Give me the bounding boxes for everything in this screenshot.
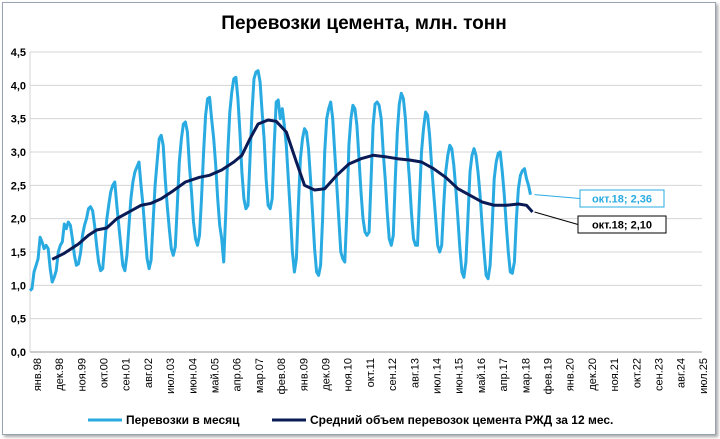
x-tick-label: ноя.21 <box>609 358 621 391</box>
plot-area <box>28 69 534 292</box>
series-average-line <box>51 118 534 261</box>
y-tick-label: 1,5 <box>11 247 26 259</box>
x-axis: янв.98 дек.98 ноя.99 окт.00 сен.01 авг.02 июл.… <box>30 351 710 394</box>
x-tick-label: июн.04 <box>187 358 199 394</box>
x-tick-label: май.05 <box>210 358 222 393</box>
x-tick-label: сен.12 <box>387 358 399 391</box>
x-tick-label: сен.01 <box>121 358 133 391</box>
x-tick-label: дек.98 <box>54 358 66 391</box>
x-tick-label: окт.11 <box>365 358 377 387</box>
callout-box <box>577 215 667 234</box>
x-tick-label: авг.02 <box>143 358 155 388</box>
x-tick-label: янв.98 <box>32 358 44 391</box>
x-tick-label: авг.13 <box>409 358 421 388</box>
legend-label: Перевозки в месяц <box>126 413 240 427</box>
callout-leader <box>534 211 579 225</box>
x-tick-label: янв.09 <box>298 358 310 391</box>
x-tick-label: май.16 <box>476 358 488 393</box>
x-tick-label: июл.14 <box>432 358 444 394</box>
series-monthly-line <box>28 69 532 292</box>
chart-title: Перевозки цемента, млн. тонн <box>221 13 506 34</box>
callout-label: окт.18; 2,10 <box>592 220 652 232</box>
y-tick-label: 3,0 <box>11 147 26 159</box>
x-tick-label: июн.15 <box>454 358 466 394</box>
y-axis: 0,0 0,5 1,0 1,5 2,0 2,5 3,0 3,5 4,0 4,5 <box>11 47 31 359</box>
x-tick-label: сен.23 <box>654 358 666 391</box>
y-tick-label: 0,5 <box>11 314 26 326</box>
y-tick-label: 4,0 <box>11 80 26 92</box>
y-tick-label: 4,5 <box>11 47 26 59</box>
x-tick-label: окт.22 <box>631 358 643 388</box>
x-tick-label: ноя.10 <box>343 358 355 391</box>
y-tick-label: 0,0 <box>11 347 26 359</box>
callout-box <box>579 189 665 208</box>
x-tick-label: июл.03 <box>165 358 177 394</box>
x-tick-label: мар.18 <box>520 358 532 393</box>
x-tick-label: июл.25 <box>698 358 710 394</box>
y-tick-label: 2,0 <box>11 214 26 226</box>
y-tick-label: 1,0 <box>11 280 26 292</box>
x-tick-label: дек.20 <box>587 358 599 391</box>
x-tick-label: ноя.99 <box>76 358 88 391</box>
x-tick-label: апр.06 <box>232 358 244 391</box>
x-tick-label: мар.07 <box>254 358 266 393</box>
callouts: окт.18; 2,36 окт.18; 2,10 <box>534 189 667 234</box>
callout-leader <box>534 194 581 199</box>
x-tick-label: авг.24 <box>676 358 688 388</box>
x-tick-label: фев.19 <box>543 358 555 394</box>
y-tick-label: 3,5 <box>11 114 26 126</box>
y-tick-label: 2,5 <box>11 180 26 192</box>
callout-label: окт.18; 2,36 <box>592 194 652 206</box>
legend-label: Средний объем перевозок цемента РЖД за 1… <box>310 413 613 427</box>
x-tick-label: апр.17 <box>498 358 510 391</box>
x-tick-label: окт.00 <box>99 358 111 388</box>
x-tick-label: янв.20 <box>565 358 577 391</box>
x-tick-label: дек.09 <box>321 358 333 391</box>
x-tick-label: фев.08 <box>276 358 288 394</box>
legend: Перевозки в месяц Средний объем перевозок… <box>88 413 613 427</box>
